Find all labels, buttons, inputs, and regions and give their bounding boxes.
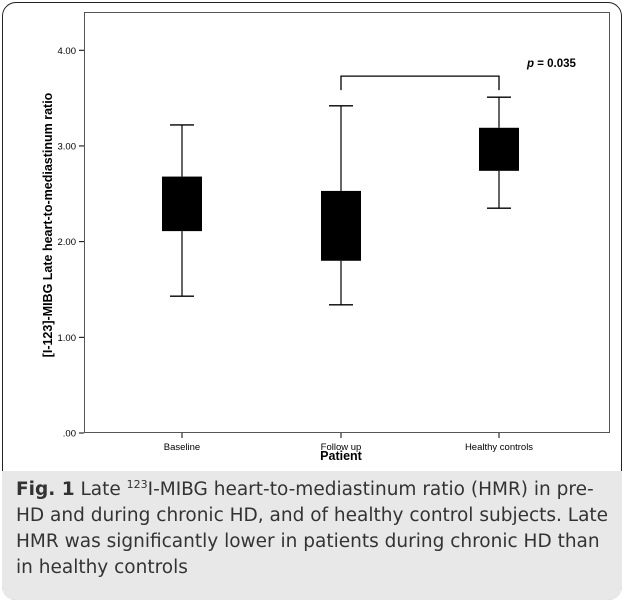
caption-superscript: 123	[126, 478, 148, 491]
y-axis-label: [I-123]-MIBG Late heart-to-mediastinum r…	[41, 92, 55, 357]
figure-label: Fig. 1	[16, 479, 75, 500]
x-tick-label: Baseline	[164, 442, 200, 453]
caption-text-after: I-MIBG heart-to-mediastinum ratio (HMR) …	[16, 479, 609, 578]
x-tick-label: Follow up	[321, 442, 362, 453]
figure-caption: Fig. 1 Late 123I-MIBG heart-to-mediastin…	[16, 477, 612, 581]
x-axis-label: Patient	[320, 449, 363, 463]
significance-annotation: p = 0.035	[340, 58, 577, 91]
plot-frame	[84, 12, 610, 433]
y-tick-label: .00	[63, 429, 76, 440]
p-value-label: p = 0.035	[526, 58, 577, 70]
box-follow-up	[321, 190, 361, 261]
caption-band	[2, 471, 622, 600]
x-tick-label: Healthy controls	[465, 442, 533, 453]
x-axis: Baseline Follow up Healthy controls	[164, 433, 533, 453]
boxplot-chart: .00 1.00 2.00 3.00 4.00 Baseline Follow up Hea…	[41, 46, 577, 463]
y-tick-label: 1.00	[58, 333, 77, 344]
y-tick-label: 2.00	[58, 237, 77, 248]
box-healthy-controls	[479, 127, 519, 171]
y-tick-label: 4.00	[58, 46, 77, 57]
y-tick-label: 3.00	[58, 141, 77, 152]
caption-text-before: Late	[74, 479, 127, 500]
box-baseline	[162, 176, 202, 232]
box-series	[162, 96, 519, 306]
y-axis: .00 1.00 2.00 3.00 4.00	[58, 46, 84, 440]
significance-bracket	[340, 75, 500, 91]
